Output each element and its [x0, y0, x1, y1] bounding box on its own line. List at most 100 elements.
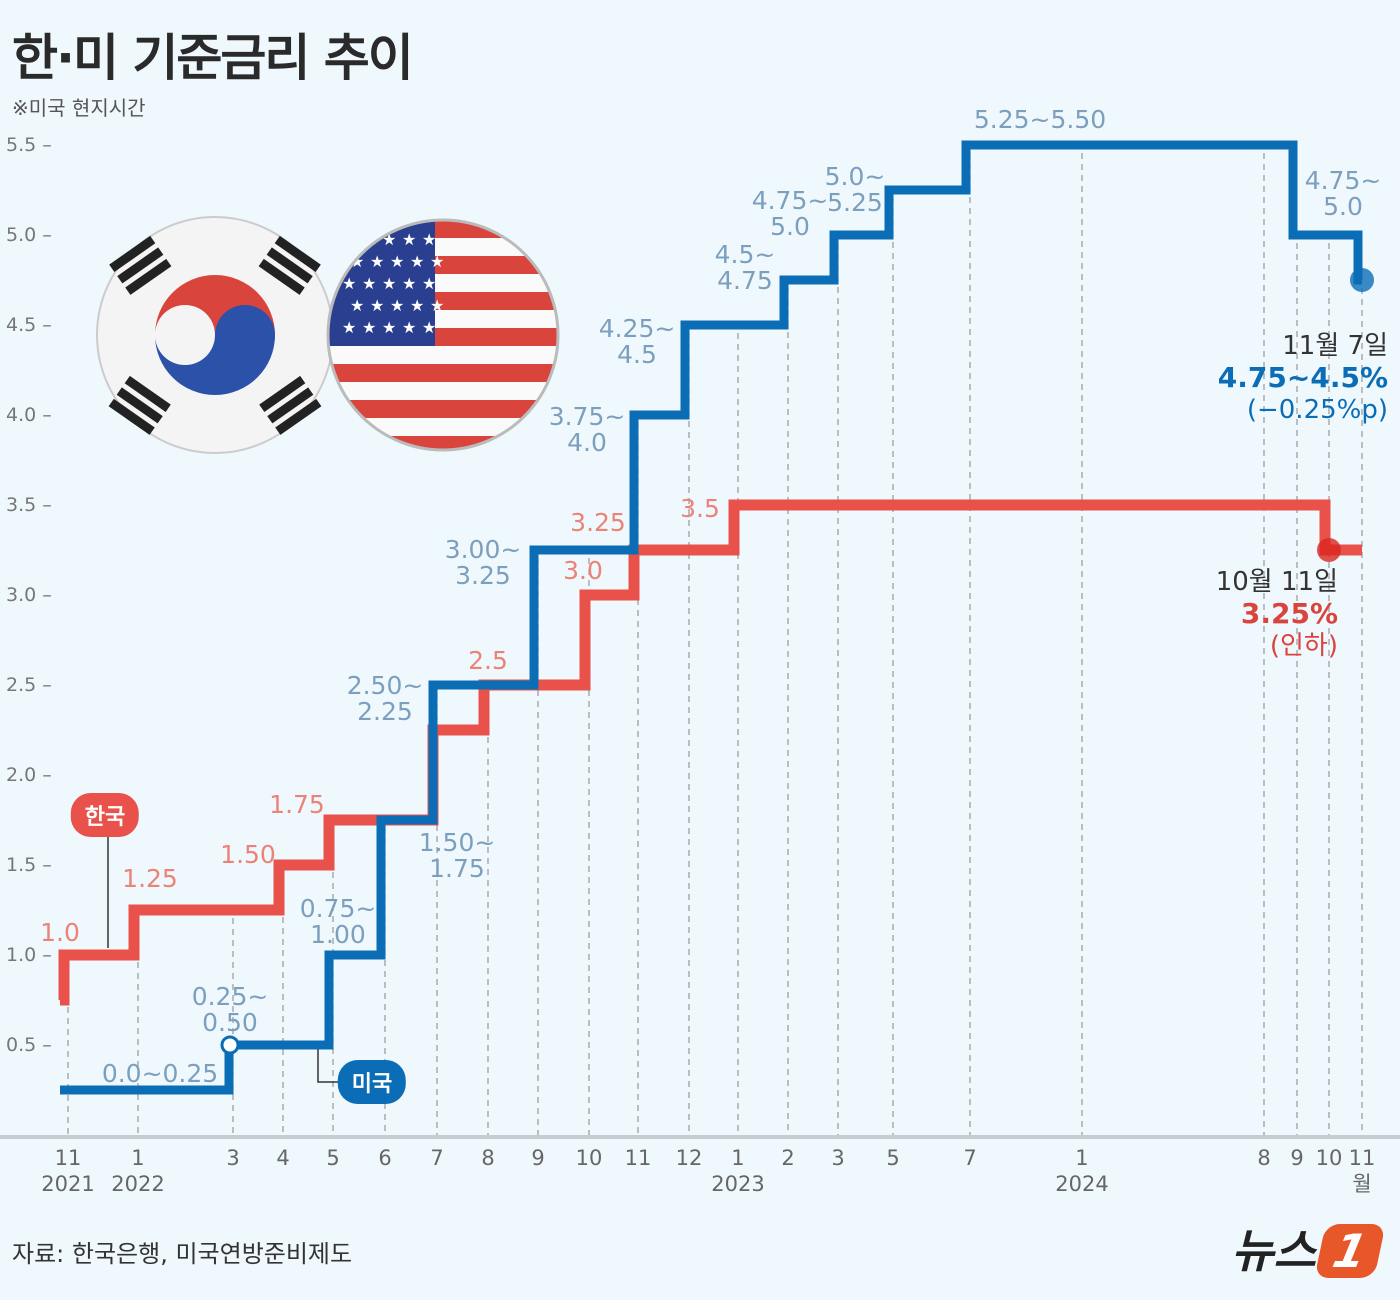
x-tick-month: 11 — [624, 1146, 652, 1170]
x-tick-year: 2023 — [711, 1172, 765, 1196]
x-tick-month: 9 — [1290, 1146, 1304, 1170]
x-tick-month: 6 — [378, 1146, 392, 1170]
trigram-bar — [124, 375, 171, 412]
chart-title: 한·미 기준금리 추이 — [12, 29, 414, 87]
trigram-bar — [266, 247, 313, 284]
x-tick-year: 2021 — [41, 1172, 95, 1196]
y-tick-label: 4.0 – — [6, 404, 52, 426]
y-tick-label: 1.5 – — [6, 854, 52, 876]
x-tick-month: 3 — [226, 1146, 240, 1170]
us-flag-star: ★ — [342, 318, 356, 337]
us-data-label: 3.00~ 3.25 — [444, 535, 522, 590]
x-tick-month: 4 — [276, 1146, 290, 1170]
news1-logo: 뉴스 1 — [1231, 1215, 1386, 1281]
us-flag-star: ★ — [342, 230, 356, 249]
us-flag-star: ★ — [350, 296, 364, 315]
x-tick-label: 10 — [1316, 1145, 1343, 1171]
us-flag-star: ★ — [362, 274, 376, 293]
x-tick-label: 9 — [1290, 1145, 1303, 1171]
us-annotation-date: 11월 7일 — [1282, 331, 1388, 361]
x-tick-label: 3 — [226, 1145, 239, 1171]
kr-annotation: 10월 11일 3.25% (인하) — [1216, 566, 1338, 662]
y-tick-label: 2.5 – — [6, 674, 52, 696]
taegeuk-blue — [155, 305, 275, 395]
x-tick-label: 7 — [430, 1145, 443, 1171]
us-flag-star: ★ — [390, 296, 404, 315]
us-flag-stripe — [328, 400, 558, 418]
source-note: 자료: 한국은행, 미국연방준비제도 — [12, 1240, 353, 1268]
us-flag-star: ★ — [390, 252, 404, 271]
trigram-bar — [267, 387, 314, 424]
x-tick-label: 11월 — [1343, 1145, 1381, 1197]
x-tick-label: 12 — [676, 1145, 703, 1171]
x-tick-month: 1 — [731, 1146, 745, 1170]
us-data-label: 0.0~0.25 — [101, 1059, 219, 1088]
us-flag-star: ★ — [382, 318, 396, 337]
us-data-label: 1.50~ 1.75 — [418, 828, 496, 883]
us-data-label: 2.50~ 2.25 — [346, 671, 424, 726]
legend-korea: 한국 — [70, 793, 140, 837]
y-tick-label: 2.0 – — [6, 764, 52, 786]
us-flag-star: ★ — [430, 296, 444, 315]
us-data-label: 4.5~ 4.75 — [714, 240, 776, 295]
us-data-label: 5.0~ 5.25 — [824, 162, 886, 217]
y-tick-label: 5.5 – — [6, 134, 52, 156]
us-annotation-change: (−0.25%p) — [1246, 395, 1388, 425]
x-tick-month: 9 — [531, 1146, 545, 1170]
korea-data-label: 2.5 — [468, 646, 508, 675]
x-tick-month: 11월 — [1348, 1146, 1376, 1196]
us-flag-star: ★ — [402, 318, 416, 337]
x-tick-month: 2 — [781, 1146, 795, 1170]
trigram-bar — [117, 247, 164, 284]
x-tick-month: 7 — [963, 1146, 977, 1170]
x-tick-month: 11 — [54, 1146, 82, 1170]
us-flag-star: ★ — [370, 252, 384, 271]
x-tick-year: 2022 — [111, 1172, 165, 1196]
us-data-label: 3.75~ 4.0 — [548, 402, 626, 457]
trigram-bar — [274, 235, 321, 272]
us-latest-point — [1350, 268, 1374, 292]
x-tick-month: 10 — [1315, 1146, 1343, 1170]
us-annotation-value: 4.75~4.5% — [1217, 361, 1388, 394]
trigram-bar — [258, 258, 305, 295]
trigram-bar — [109, 235, 156, 272]
x-tick-month: 3 — [831, 1146, 845, 1170]
us-flag-star: ★ — [422, 318, 436, 337]
y-tick-label: 0.5 – — [6, 1034, 52, 1056]
x-tick-label: 9 — [531, 1145, 544, 1171]
us-annotation: 11월 7일 4.75~4.5% (−0.25%p) — [1218, 330, 1388, 426]
trigram-bar — [116, 387, 163, 424]
us-flag-star: ★ — [370, 296, 384, 315]
x-tick-month: 5 — [886, 1146, 900, 1170]
x-tick-label: 2 — [781, 1145, 794, 1171]
us-flag-star: ★ — [362, 318, 376, 337]
us-rate-line — [60, 140, 1363, 1095]
y-tick-label: 3.0 – — [6, 584, 52, 606]
y-tick-label: 3.5 – — [6, 494, 52, 516]
legend-us: 미국 — [337, 1060, 407, 1104]
korea-data-label: 3.0 — [563, 556, 603, 585]
x-tick-month: 8 — [1257, 1146, 1271, 1170]
us-flag-star: ★ — [402, 230, 416, 249]
us-data-label: 0.25~ 0.50 — [191, 982, 269, 1037]
x-tick-label: 10 — [576, 1145, 603, 1171]
y-tick-label: 4.5 – — [6, 314, 52, 336]
us-data-label: 0.75~ 1.00 — [299, 894, 377, 949]
us-flag-star: ★ — [422, 230, 436, 249]
kr-annotation-value: 3.25% — [1240, 597, 1338, 630]
x-tick-month: 12 — [675, 1146, 703, 1170]
x-tick-label: 5 — [326, 1145, 339, 1171]
us-flag-stripe — [328, 346, 558, 364]
us-data-label: 4.25~ 4.5 — [598, 314, 676, 369]
us-flag-stripe — [328, 364, 558, 382]
x-tick-label: 8 — [481, 1145, 494, 1171]
korea-data-label: 1.50 — [220, 840, 276, 869]
korea-data-label: 3.5 — [680, 494, 720, 523]
y-tick-label: 5.0 – — [6, 224, 52, 246]
x-tick-label: 8 — [1257, 1145, 1270, 1171]
x-tick-label: 6 — [378, 1145, 391, 1171]
us-point-marker — [220, 1035, 240, 1055]
chart-subtitle: ※미국 현지시간 — [12, 96, 146, 120]
